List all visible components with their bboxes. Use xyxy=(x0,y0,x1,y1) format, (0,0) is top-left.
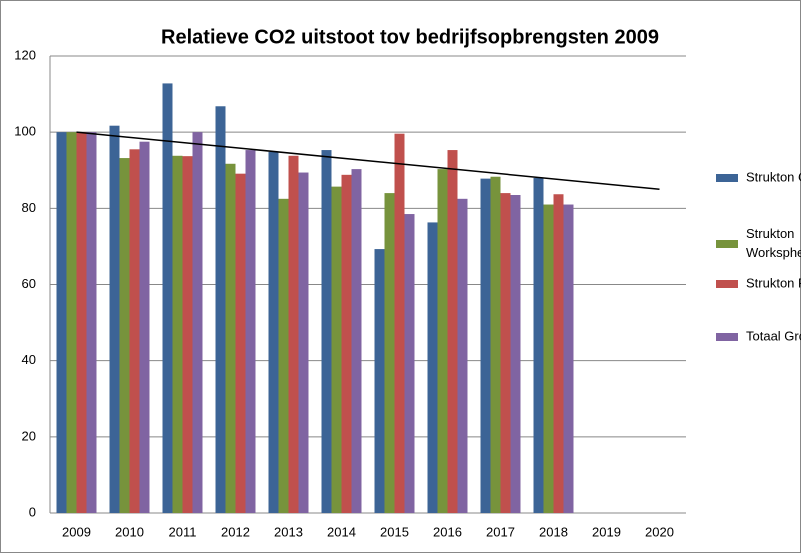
bar xyxy=(404,214,415,513)
x-tick-label: 2019 xyxy=(592,524,621,539)
y-tick-label: 60 xyxy=(22,276,36,291)
bar xyxy=(225,163,236,514)
bar xyxy=(109,125,120,513)
y-tick-label: 0 xyxy=(29,504,36,519)
legend-swatch xyxy=(716,240,738,248)
y-tick-label: 120 xyxy=(14,47,36,62)
bar xyxy=(321,150,332,513)
x-tick-label: 2011 xyxy=(169,524,197,539)
x-tick-label: 2010 xyxy=(115,524,144,539)
y-tick-label: 40 xyxy=(22,352,36,367)
y-tick-label: 100 xyxy=(14,124,36,139)
bar xyxy=(66,132,77,513)
legend-label: Strukton Rail xyxy=(746,275,801,290)
bar xyxy=(245,150,256,513)
bar xyxy=(437,169,448,514)
legend-swatch xyxy=(716,280,738,288)
legend-label: Strukton Civiel xyxy=(746,169,801,184)
bar xyxy=(533,177,544,513)
bar xyxy=(331,186,342,513)
bar xyxy=(427,222,438,513)
legend-label-line: Strukton xyxy=(746,226,794,241)
bar xyxy=(553,194,564,513)
bar xyxy=(182,156,193,513)
bar xyxy=(139,141,150,513)
bar xyxy=(447,150,458,513)
bar xyxy=(543,204,554,513)
bar xyxy=(394,133,405,513)
bar xyxy=(490,176,501,513)
x-tick-label: 2015 xyxy=(380,524,409,539)
legend-label-line: Worksphere xyxy=(746,245,801,260)
bar xyxy=(129,149,140,513)
bar xyxy=(510,195,521,514)
legend-label: Strukton Worksphere xyxy=(746,226,801,260)
bar xyxy=(500,193,511,513)
bar xyxy=(457,198,468,513)
y-tick-label: 80 xyxy=(22,200,36,215)
bar xyxy=(56,132,67,513)
x-tick-label: 2014 xyxy=(327,524,356,539)
bar xyxy=(162,83,173,514)
trendline xyxy=(76,131,660,191)
bar xyxy=(215,106,226,514)
bar xyxy=(172,155,183,514)
bar xyxy=(268,151,279,513)
x-tick-label: 2013 xyxy=(274,524,303,539)
x-tick-label: 2009 xyxy=(62,524,91,539)
bar xyxy=(480,178,491,513)
bar xyxy=(563,204,574,513)
bar xyxy=(384,193,395,513)
legend-label: Totaal Groep xyxy=(746,328,801,343)
y-tick-label: 20 xyxy=(22,428,36,443)
bar xyxy=(341,174,352,513)
bar xyxy=(288,155,299,514)
bar xyxy=(374,249,385,513)
bar xyxy=(298,172,309,513)
bar xyxy=(86,132,97,513)
x-tick-label: 2017 xyxy=(486,524,515,539)
bar xyxy=(76,132,87,513)
chart-title: Relatieve CO2 uitstoot tov bedrijfsopbre… xyxy=(161,26,659,48)
bar xyxy=(351,169,362,514)
bar xyxy=(119,158,130,513)
legend-swatch xyxy=(716,333,738,341)
x-tick-label: 2020 xyxy=(645,524,674,539)
x-tick-label: 2018 xyxy=(539,524,568,539)
x-tick-label: 2012 xyxy=(221,524,250,539)
x-tick-label: 2016 xyxy=(433,524,462,539)
bar xyxy=(278,198,289,513)
bar xyxy=(235,173,246,514)
bar xyxy=(192,132,203,513)
legend-swatch xyxy=(716,174,738,182)
